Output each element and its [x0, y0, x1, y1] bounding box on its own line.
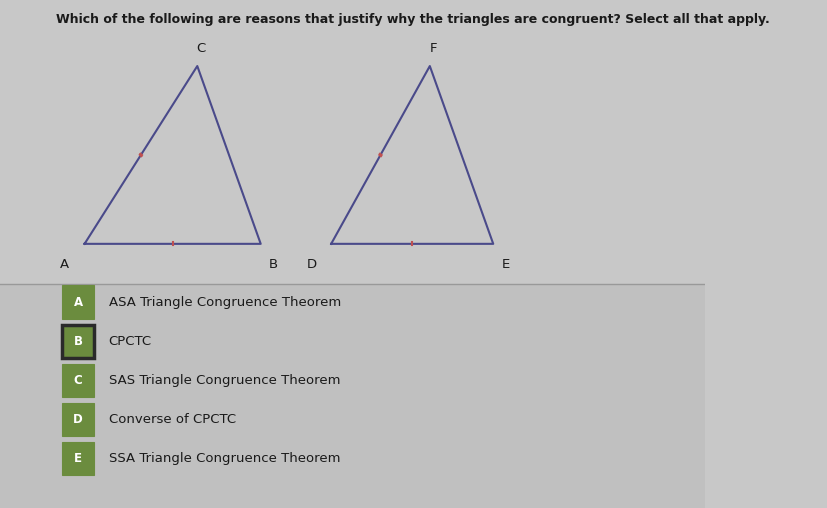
Text: D: D	[74, 413, 83, 426]
FancyBboxPatch shape	[0, 284, 704, 508]
Text: ASA Triangle Congruence Theorem: ASA Triangle Congruence Theorem	[108, 296, 341, 309]
Text: B: B	[74, 335, 83, 348]
Text: F: F	[429, 42, 437, 55]
Text: C: C	[74, 374, 83, 387]
Text: D: D	[306, 258, 316, 271]
Text: SSA Triangle Congruence Theorem: SSA Triangle Congruence Theorem	[108, 452, 340, 465]
Text: SAS Triangle Congruence Theorem: SAS Triangle Congruence Theorem	[108, 374, 340, 387]
FancyBboxPatch shape	[62, 442, 94, 475]
Text: B: B	[269, 258, 278, 271]
Text: A: A	[60, 258, 69, 271]
FancyBboxPatch shape	[62, 325, 94, 358]
Text: E: E	[74, 452, 82, 465]
Text: Converse of CPCTC: Converse of CPCTC	[108, 413, 236, 426]
Text: E: E	[501, 258, 509, 271]
FancyBboxPatch shape	[62, 403, 94, 436]
FancyBboxPatch shape	[62, 364, 94, 397]
Text: Which of the following are reasons that justify why the triangles are congruent?: Which of the following are reasons that …	[56, 13, 769, 26]
FancyBboxPatch shape	[62, 285, 94, 319]
Text: CPCTC: CPCTC	[108, 335, 151, 348]
Text: A: A	[74, 296, 83, 309]
Text: C: C	[196, 42, 205, 55]
